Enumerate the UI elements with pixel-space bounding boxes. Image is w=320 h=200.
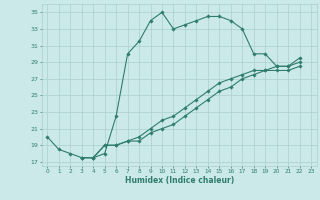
X-axis label: Humidex (Indice chaleur): Humidex (Indice chaleur)	[124, 176, 234, 185]
